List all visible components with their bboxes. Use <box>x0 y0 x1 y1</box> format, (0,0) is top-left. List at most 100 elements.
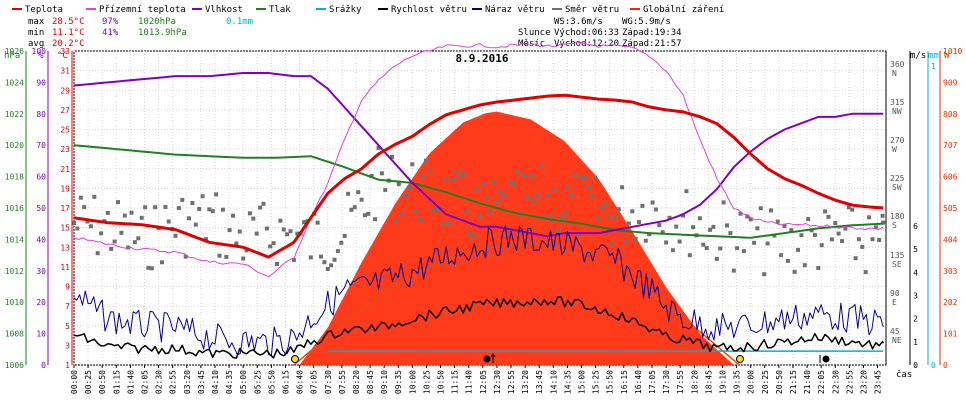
wind-direction-point <box>650 200 655 205</box>
x-tick-label: 09:10 <box>380 370 389 394</box>
x-tick-label: 11:15 <box>451 370 460 394</box>
wind-direction-point <box>748 217 753 222</box>
wind-direction-point <box>593 175 597 180</box>
wind-direction-point <box>430 208 435 213</box>
wind-direction-point <box>792 269 797 274</box>
wind-direction-point <box>538 164 543 169</box>
wind-direction-point <box>471 234 476 239</box>
x-tick-label: 20:00 <box>747 370 756 394</box>
wind-direction-point <box>403 193 408 197</box>
wind-tick-label: 3 <box>913 292 918 301</box>
wind-dir-tick-label: 360 <box>890 60 905 69</box>
wind-direction-point <box>762 272 767 277</box>
humidity-tick-label: 90 <box>36 78 46 87</box>
wind-direction-point <box>877 238 882 242</box>
wind-direction-point <box>434 208 438 213</box>
stats-min-hum: 41% <box>102 28 119 38</box>
wind-direction-point <box>704 246 709 251</box>
legend-label: Vlhkost <box>205 5 243 15</box>
wind-direction-point <box>711 224 716 229</box>
x-tick-label: 15:50 <box>606 370 615 394</box>
wind-direction-point <box>606 214 611 219</box>
x-tick-label: 11:40 <box>465 370 474 394</box>
wind-dir-tick-label: 270 <box>890 136 905 145</box>
x-tick-label: 02:30 <box>155 370 164 394</box>
wind-direction-point <box>295 231 300 236</box>
wind-direction-point <box>444 178 449 182</box>
humidity-tick-label: 40 <box>36 235 46 244</box>
wind-direction-point <box>461 171 466 176</box>
x-tick-label: 01:15 <box>112 370 121 394</box>
wind-direction-point <box>271 241 276 246</box>
wind-dir-tick-label: 90 <box>890 289 900 298</box>
unit-w: W <box>944 51 950 61</box>
x-tick-label: 21:15 <box>789 370 798 394</box>
wind-direction-point <box>146 265 151 270</box>
wind-direction-point <box>440 221 445 226</box>
pressure-tick-label: 1012 <box>5 267 24 276</box>
radiation-tick-label: 606 <box>943 173 958 182</box>
radiation-layer <box>291 111 740 366</box>
wind-direction-point <box>153 205 158 210</box>
x-tick-label: 21:40 <box>803 370 812 394</box>
wind-direction-point <box>207 207 212 212</box>
series-line <box>73 144 884 239</box>
wind-direction-point <box>285 232 290 237</box>
wind-direction-point <box>684 189 689 194</box>
wind-direction-point <box>450 177 455 181</box>
x-tick-label: 00:50 <box>98 370 107 394</box>
wind-dir-tick-label: 135 <box>890 251 905 260</box>
unit-mm: mm <box>928 51 939 61</box>
wind-direction-point <box>373 217 378 222</box>
wind-direction-point <box>478 213 482 218</box>
unit-time: čas <box>896 369 912 380</box>
humidity-tick-label: 70 <box>36 141 46 150</box>
wind-direction-point <box>258 205 263 210</box>
stats-block: max 28.5°C 97% 1020hPa 0.1mm min 11.1°C … <box>28 17 253 49</box>
wind-dir-tick-label: SE <box>892 260 902 269</box>
x-tick-label: 15:00 <box>578 370 587 394</box>
wind-direction-point <box>863 270 868 275</box>
wind-direction-point <box>244 248 249 253</box>
wind-direction-point <box>288 229 293 234</box>
wind-direction-point <box>687 253 692 258</box>
wind-direction-point <box>393 218 398 223</box>
wind-direction-point <box>119 230 124 235</box>
rain-tick-label: 1 <box>931 62 936 71</box>
radiation-tick-label: 404 <box>943 235 958 244</box>
wind-direction-point <box>725 223 729 228</box>
wind-direction-point <box>708 227 713 232</box>
wind-tick-label: 0 <box>913 361 918 370</box>
wind-direction-point <box>535 193 540 198</box>
x-tick-label: 04:10 <box>211 370 220 394</box>
wind-direction-point <box>261 201 266 206</box>
temp-tick-label: 21 <box>60 165 70 174</box>
wind-direction-point <box>275 262 279 266</box>
humidity-tick-label: 30 <box>36 267 46 276</box>
wind-direction-point <box>366 211 371 216</box>
wind-direction-point <box>741 249 746 254</box>
wind-dir-tick-label: 315 <box>890 98 905 107</box>
wind-direction-point <box>116 200 120 205</box>
wind-direction-point <box>308 255 313 260</box>
wind-direction-point <box>264 226 269 231</box>
wind-direction-point <box>589 194 594 198</box>
wind-direction-point <box>278 218 283 223</box>
wind-tick-label: 5 <box>913 245 918 254</box>
wind-direction-point <box>653 207 658 212</box>
wind-direction-point <box>88 224 93 229</box>
stats-max-label: max <box>28 17 45 27</box>
wind-direction-point <box>82 205 87 210</box>
series-lines <box>73 41 884 359</box>
wind-direction-point <box>752 240 757 245</box>
x-tick-label: 22:05 <box>817 370 826 394</box>
wind-direction-point <box>840 239 844 244</box>
x-tick-label: 05:00 <box>239 370 248 394</box>
wind-direction-point <box>566 185 570 190</box>
wind-direction-point <box>217 253 222 258</box>
x-tick-label: 07:05 <box>310 370 319 394</box>
wind-direction-point <box>812 233 817 237</box>
temp-tick-label: 11 <box>60 263 70 272</box>
wind-direction-point <box>136 236 141 241</box>
